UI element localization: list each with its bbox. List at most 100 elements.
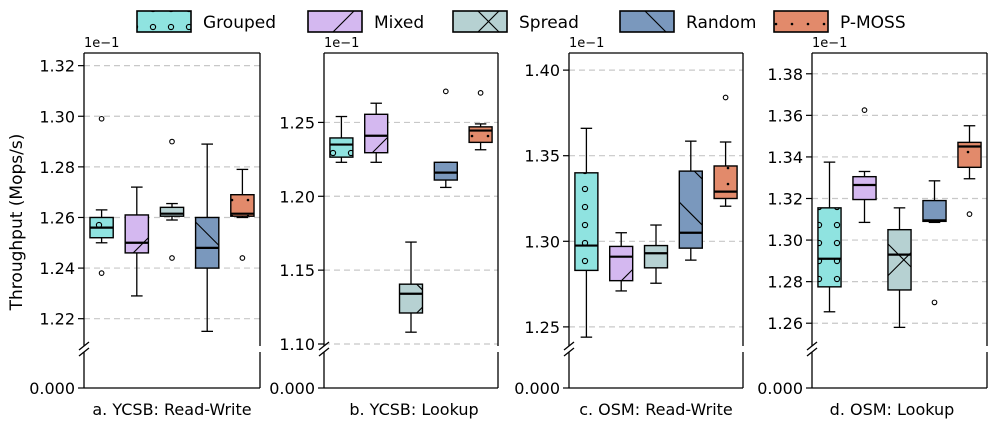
- y-tick-label-zero: 0.000: [269, 379, 315, 398]
- box-body: [195, 217, 219, 269]
- y-axis-label: Throughput (Mops/s): [7, 134, 27, 312]
- legend-item-spread: Spread: [452, 10, 579, 33]
- chart-legend: Grouped Mixed Spread Random P-MOSS: [136, 10, 906, 33]
- y-tick-label: 1.40: [524, 61, 560, 80]
- box-outline: [194, 216, 220, 269]
- panel-title: a. YCSB: Read-Write: [92, 400, 251, 419]
- axis-exponent-label: 1e−1: [812, 36, 847, 51]
- box-random: [922, 180, 947, 306]
- outlier-point: [931, 299, 938, 306]
- outlier-point: [861, 107, 868, 114]
- panel-4: 1.26 1.28 1.30 1.32 1.34 1.36 1.38 0.000 1e−1 d. …: [757, 36, 988, 419]
- legend-label-random: Random: [686, 13, 756, 33]
- box-p-moss: [468, 90, 493, 151]
- box-outline: [643, 244, 669, 269]
- box-body: [887, 229, 912, 290]
- outlier-point: [966, 211, 973, 217]
- box-p-moss: [713, 94, 738, 207]
- box-body: [364, 114, 388, 153]
- box-outline: [957, 141, 982, 169]
- box-spread: [887, 207, 912, 329]
- box-body: [125, 214, 149, 253]
- y-tick-label: 1.34: [767, 148, 803, 167]
- box-grouped: [817, 161, 842, 313]
- box-random: [194, 143, 220, 332]
- axis-break-mark: [563, 347, 575, 357]
- legend-item-mixed: Mixed: [307, 10, 424, 33]
- box-p-moss: [957, 125, 982, 217]
- axis-break-mark: [318, 341, 330, 351]
- outlier-point: [722, 94, 729, 101]
- axis-break-mark: [318, 347, 330, 357]
- box-outline: [817, 207, 842, 288]
- outlier-point: [98, 270, 105, 276]
- y-tick-label: 1.15: [279, 261, 315, 280]
- box-outline: [230, 194, 255, 217]
- box-body: [644, 245, 668, 268]
- box-body: [922, 200, 947, 222]
- y-tick-label: 1.32: [39, 57, 75, 76]
- legend-swatch-spread: [453, 11, 507, 32]
- box-outline: [887, 228, 912, 291]
- box-mixed: [852, 107, 877, 224]
- y-tick-label: 1.26: [767, 314, 803, 333]
- y-tick-label: 1.30: [767, 231, 803, 250]
- box-spread: [643, 224, 669, 284]
- box-mixed: [609, 232, 634, 292]
- box-body: [679, 171, 703, 249]
- box-spread: [398, 241, 424, 333]
- y-tick-label: 1.25: [279, 113, 315, 132]
- legend-item-grouped: Grouped: [136, 10, 276, 33]
- y-tick-label-zero: 0.000: [514, 379, 560, 398]
- legend-label-spread: Spread: [519, 13, 579, 33]
- y-tick-label: 1.24: [39, 259, 75, 278]
- outlier-point: [169, 255, 175, 261]
- axis-exponent-label: 1e−1: [324, 36, 359, 51]
- box-body: [609, 246, 633, 281]
- axis-break-mark: [806, 341, 818, 351]
- axis-break-mark: [78, 341, 90, 351]
- box-body: [434, 162, 458, 181]
- panel-3: 1.25 1.30 1.35 1.40 0.000 1e−1 c. OSM: Read-Wr…: [514, 36, 744, 419]
- panel-2: 1.10 1.15 1.20 1.25 0.000 1e−1 b. YCSB: Lookup: [269, 36, 499, 419]
- axis-exponent-label: 1e−1: [84, 36, 119, 51]
- panel-title: c. OSM: Read-Write: [579, 400, 733, 419]
- box-mixed: [364, 102, 389, 163]
- box-outline: [329, 137, 354, 158]
- y-tick-label: 1.28: [767, 273, 803, 292]
- box-mixed: [124, 186, 150, 297]
- panel-title: b. YCSB: Lookup: [349, 400, 478, 419]
- axis-break-mark: [563, 341, 575, 351]
- box-random: [433, 88, 458, 189]
- y-tick-label: 1.32: [767, 190, 803, 209]
- box-outline: [468, 126, 493, 144]
- outlier-point: [477, 90, 484, 96]
- box-outline: [609, 245, 634, 282]
- y-tick-label: 1.30: [39, 107, 75, 126]
- legend-label-p-moss: P-MOSS: [840, 13, 906, 33]
- box-outline: [852, 175, 877, 201]
- box-outline: [574, 172, 599, 272]
- outlier-point: [98, 115, 105, 122]
- axis-break-mark: [78, 347, 90, 357]
- legend-label-grouped: Grouped: [203, 13, 276, 33]
- box-random: [678, 140, 703, 261]
- chart-panels: 1.22 1.24 1.26 1.28 1.30 1.32 0.000 1e−1 a. YCSB…: [29, 36, 988, 419]
- box-outline: [159, 206, 185, 217]
- box-grouped: [329, 115, 354, 163]
- panel-title: d. OSM: Lookup: [830, 400, 955, 419]
- y-tick-label: 1.26: [39, 208, 75, 227]
- y-tick-label: 1.30: [524, 232, 560, 251]
- axis-exponent-label: 1e−1: [569, 36, 604, 51]
- panel-1: 1.22 1.24 1.26 1.28 1.30 1.32 0.000 1e−1 a. YCSB…: [29, 36, 261, 419]
- box-outline: [433, 161, 458, 181]
- y-tick-label: 1.28: [39, 158, 75, 177]
- y-tick-label: 1.38: [767, 65, 803, 84]
- y-tick-label: 1.35: [524, 147, 560, 166]
- outlier-point: [169, 138, 175, 145]
- legend-swatch-mixed: [308, 11, 362, 32]
- legend-item-random: Random: [619, 10, 756, 33]
- box-outline: [398, 283, 424, 314]
- y-tick-label: 1.22: [39, 310, 75, 329]
